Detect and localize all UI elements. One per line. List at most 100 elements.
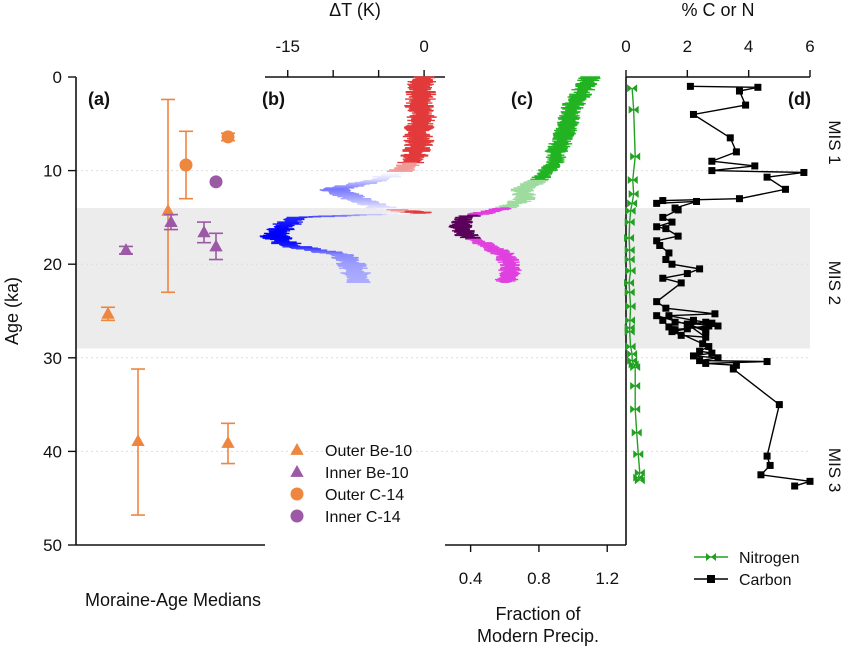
d-carbon-point-18 (674, 206, 682, 214)
d-carbon-point-30 (683, 270, 691, 278)
d-carbon-point-41 (683, 325, 691, 333)
d-nitrogen-point-14 (625, 302, 636, 311)
d-nitrogen-point-10 (624, 255, 635, 264)
d-carbon-point-51 (659, 316, 667, 324)
d-nitrogen-point-19 (627, 350, 638, 359)
d-nitrogen-point-1 (628, 105, 639, 114)
d-nitrogen-point-11-left (625, 266, 631, 275)
d-nitrogen-point-10-right (629, 255, 635, 264)
d-nitrogen-point-13-right (629, 288, 635, 297)
d-carbon-point-44 (702, 333, 710, 341)
d-carbon-point-71 (806, 477, 814, 485)
d-nitrogen-point-8 (624, 233, 635, 242)
y-axis-ticks: 0 10 20 30 40 50 (43, 68, 76, 555)
a-outer-be-10-3-marker (221, 435, 235, 448)
d-nitrogen-point-18 (625, 342, 636, 351)
a-outer-c-14-1-marker (221, 130, 235, 144)
d-nitrogen-point-3-right (632, 175, 638, 184)
d-carbon-point-50 (653, 312, 661, 320)
legend-d-marker-0 (706, 553, 716, 561)
d-carbon-point-1 (754, 83, 762, 91)
d-carbon-point-59 (708, 349, 716, 357)
d-carbon-point-61 (714, 354, 722, 362)
a-inner-be-10-2-marker (197, 225, 211, 238)
d-nitrogen-point-7 (624, 218, 635, 227)
legend-a-label-1: Inner Be-10 (325, 465, 409, 482)
d-nitrogen-point-29 (634, 476, 645, 485)
d-carbon-point-8 (751, 162, 759, 170)
d-tick-label-0: 0 (621, 37, 630, 56)
d-nitrogen-point-27-left (634, 468, 640, 477)
panel-b-ticks: -15 0 (275, 37, 429, 77)
d-carbon-point-24 (653, 237, 661, 245)
d-carbon-point-16 (693, 197, 701, 205)
d-carbon-point-58 (696, 347, 704, 355)
d-carbon-point-63 (763, 358, 771, 366)
legend-panel-d: Nitrogen Carbon (694, 550, 799, 589)
legend-a-marker-0 (290, 443, 304, 455)
d-nitrogen-point-11-right (630, 266, 636, 275)
d-tick-label-2: 4 (744, 37, 753, 56)
d-nitrogen-point-25-right (636, 428, 642, 437)
d-nitrogen-point-12-right (629, 278, 635, 287)
d-carbon-point-29 (696, 265, 704, 273)
d-nitrogen-point-13 (624, 288, 635, 297)
d-nitrogen-point-6-right (630, 206, 636, 215)
mis-labels: MIS 1 MIS 2 MIS 3 (825, 120, 844, 492)
a-inner-be-10-0-marker (119, 243, 133, 256)
c-tick-label-0: 0.4 (459, 569, 483, 588)
d-nitrogen-point-14-left (625, 302, 631, 311)
d-nitrogen-point-23-left (630, 381, 636, 390)
d-nitrogen-point-22-right (635, 363, 641, 372)
d-carbon-point-9 (708, 167, 716, 175)
d-nitrogen-point-23-right (635, 381, 641, 390)
d-carbon-point-33 (653, 298, 661, 306)
panel-c-precipitation: 0.4 0.8 1.2 Fraction of Modern Precip. (c) (445, 76, 626, 646)
d-carbon-point-28 (668, 260, 676, 268)
d-carbon-point-20 (668, 218, 676, 226)
d-nitrogen-point-10-left (624, 255, 630, 264)
d-nitrogen-point-5-right (632, 199, 638, 208)
d-carbon-point-12 (781, 185, 789, 193)
d-carbon-point-39 (705, 322, 713, 330)
d-nitrogen-point-2-right (635, 152, 641, 161)
d-nitrogen-line (628, 88, 641, 481)
legend-d-marker-0-right (711, 553, 716, 561)
d-nitrogen-point-26-left (633, 450, 639, 459)
legend-d-label-1: Carbon (739, 572, 791, 589)
d-tick-label-1: 2 (683, 37, 692, 56)
a-inner-be-10-3-marker (209, 239, 223, 252)
panel-c-precip-curve (448, 76, 601, 283)
d-nitrogen-point-15 (624, 316, 635, 325)
d-carbon-point-35 (711, 310, 719, 318)
d-nitrogen-point-9-left (624, 246, 630, 255)
mis-label-2: MIS 3 (825, 448, 844, 492)
d-carbon-point-53 (671, 318, 679, 326)
d-carbon-point-3 (742, 101, 750, 109)
y-tick-label-20: 20 (43, 255, 62, 274)
a-outer-be-10-1-marker (161, 203, 175, 216)
d-carbon-point-69 (766, 461, 774, 469)
d-carbon-point-32 (677, 279, 685, 287)
d-carbon-point-64 (702, 359, 710, 367)
d-nitrogen-point-27-right (639, 468, 645, 477)
d-carbon-point-22 (662, 225, 670, 233)
d-nitrogen-point-26 (633, 450, 644, 459)
legend-a-marker-2 (290, 487, 304, 501)
panel-d-carbon-nitrogen: 0 2 4 6 % C or N (d) Nitrogen Carbon (621, 0, 814, 589)
d-nitrogen-point-17-right (629, 327, 635, 336)
d-nitrogen-point-13-left (624, 288, 630, 297)
d-nitrogen-point-2 (630, 152, 641, 161)
d-carbon-point-54 (714, 322, 722, 330)
d-carbon-point-43 (677, 331, 685, 339)
d-nitrogen-point-12-left (624, 278, 630, 287)
d-carbon-point-19 (659, 213, 667, 221)
d-carbon-point-56 (699, 340, 707, 348)
panel-a-markers (101, 98, 235, 516)
d-nitrogen-point-0-right (632, 84, 638, 93)
a-inner-c-14-0-marker (209, 175, 223, 189)
d-nitrogen-point-18-left (625, 342, 631, 351)
age-gridlines (76, 170, 810, 452)
d-carbon-point-62 (696, 357, 704, 365)
